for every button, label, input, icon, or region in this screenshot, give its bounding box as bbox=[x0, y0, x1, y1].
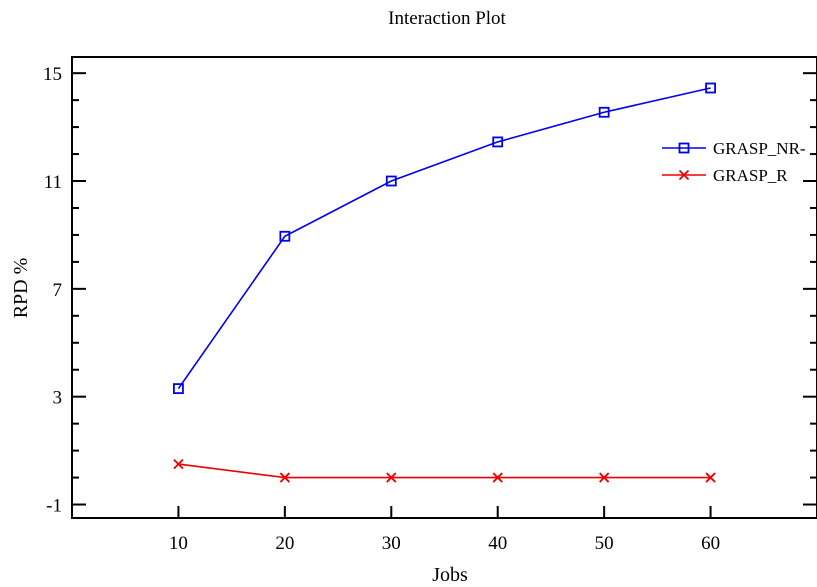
x-tick-label: 20 bbox=[275, 533, 294, 554]
data-point-1 bbox=[598, 106, 610, 118]
chart-title: Interaction Plot bbox=[388, 8, 506, 29]
legend: GRASP_NR- GRASP_R bbox=[662, 139, 806, 185]
series-line-1 bbox=[177, 87, 711, 390]
data-point-2 bbox=[386, 472, 397, 483]
data-point-1 bbox=[173, 383, 184, 394]
data-point-2 bbox=[279, 472, 290, 483]
series-layer bbox=[173, 82, 716, 483]
data-point-2-stroke bbox=[386, 472, 397, 483]
data-point-2 bbox=[492, 472, 503, 483]
data-point-2-stroke bbox=[492, 472, 503, 483]
legend-label-1: GRASP_NR- bbox=[713, 139, 806, 158]
y-tick-label: 3 bbox=[53, 388, 63, 409]
data-point-1 bbox=[492, 136, 504, 148]
x-axis-label: Jobs bbox=[432, 564, 468, 586]
x-tick-label: 50 bbox=[595, 533, 614, 554]
x-tick-label: 10 bbox=[169, 533, 188, 554]
data-point-2-stroke bbox=[599, 472, 610, 483]
y-tick-label: 7 bbox=[53, 280, 63, 301]
x-tick-label: 30 bbox=[382, 533, 401, 554]
data-point-1 bbox=[385, 175, 397, 187]
y-axis-label: RPD % bbox=[10, 258, 32, 319]
series-line-2 bbox=[178, 463, 711, 479]
data-point-2 bbox=[705, 472, 716, 483]
y-axis: -1 3 7 11 15 bbox=[43, 64, 817, 517]
plot-frame bbox=[71, 56, 817, 519]
data-point-2 bbox=[173, 458, 184, 470]
y-tick-label: -1 bbox=[46, 496, 62, 517]
y-tick-label: 15 bbox=[43, 64, 62, 85]
x-tick-label: 40 bbox=[488, 533, 507, 554]
legend-marker-2-stroke bbox=[678, 169, 690, 181]
x-axis: 10 20 30 40 50 60 bbox=[169, 506, 720, 554]
data-point-2-stroke bbox=[173, 458, 184, 470]
x-tick-label: 60 bbox=[701, 533, 720, 554]
legend-label-2: GRASP_R bbox=[713, 166, 788, 185]
data-point-2-stroke bbox=[705, 472, 716, 483]
legend-marker-1 bbox=[678, 142, 690, 154]
data-point-1 bbox=[279, 230, 291, 242]
data-point-2 bbox=[599, 472, 610, 483]
y-tick-label: 11 bbox=[44, 172, 62, 193]
legend-marker-2 bbox=[678, 169, 690, 181]
data-point-1 bbox=[705, 82, 716, 94]
data-point-2-stroke bbox=[279, 472, 290, 483]
